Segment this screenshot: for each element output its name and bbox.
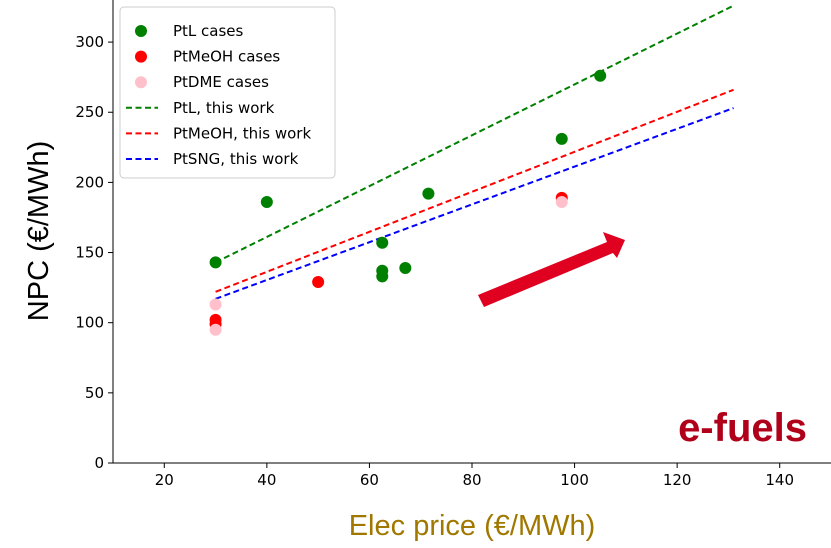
legend-label-ptl-this-work: PtL, this work bbox=[173, 99, 275, 117]
x-tick-label: 20 bbox=[155, 471, 174, 489]
y-tick-label: 50 bbox=[85, 384, 104, 402]
point-ptl-cases bbox=[209, 256, 222, 269]
x-tick-label: 40 bbox=[257, 471, 276, 489]
y-axis-label: NPC (€/MWh) bbox=[23, 141, 55, 321]
legend-label-ptdme-cases: PtDME cases bbox=[173, 73, 269, 91]
y-tick-label: 250 bbox=[75, 103, 104, 121]
trend-arrow bbox=[478, 232, 625, 307]
line-ptmeoh-this-work bbox=[215, 88, 734, 293]
y-tick-label: 100 bbox=[75, 314, 104, 332]
y-tick-label: 0 bbox=[94, 454, 104, 472]
legend-box bbox=[119, 6, 336, 179]
point-ptdme-cases bbox=[209, 298, 222, 311]
point-ptl-cases bbox=[399, 261, 412, 274]
point-ptmeoh-cases bbox=[312, 276, 325, 289]
point-ptl-cases bbox=[376, 270, 389, 283]
x-tick-label: 100 bbox=[560, 471, 589, 489]
series-lines bbox=[215, 4, 735, 300]
x-tick-label: 140 bbox=[765, 471, 794, 489]
axes: 20 40 60 80 100 120 140 0 50 100 150 200 250 300 bbox=[75, 0, 831, 489]
line-ptl-this-work bbox=[215, 4, 735, 264]
line-ptsng-this-work bbox=[215, 107, 734, 300]
point-ptdme-cases bbox=[209, 323, 222, 336]
point-ptl-cases bbox=[376, 236, 389, 249]
legend-label-ptmeoh-cases: PtMeOH cases bbox=[173, 48, 280, 66]
point-ptl-cases bbox=[422, 187, 435, 200]
point-ptl-cases bbox=[260, 196, 273, 209]
legend-marker-ptl-cases bbox=[135, 25, 147, 37]
x-axis-label: Elec price (€/MWh) bbox=[349, 510, 596, 542]
x-tick-label: 80 bbox=[462, 471, 481, 489]
annotation-e-fuels: e-fuels bbox=[678, 406, 807, 450]
y-tick-label: 300 bbox=[75, 33, 104, 51]
legend: PtL cases PtMeOH cases PtDME cases PtL, thi… bbox=[119, 6, 336, 179]
point-ptl-cases bbox=[555, 132, 568, 145]
legend-marker-ptmeoh-cases bbox=[135, 50, 147, 63]
legend-label-ptsng-this-work: PtSNG, this work bbox=[173, 150, 299, 168]
x-tick-label: 120 bbox=[663, 471, 692, 489]
series-points bbox=[209, 69, 607, 336]
y-tick-label: 200 bbox=[75, 173, 104, 191]
trend-arrow-shape bbox=[478, 232, 625, 307]
legend-marker-ptdme-cases bbox=[135, 76, 147, 89]
x-tick-label: 60 bbox=[360, 471, 379, 489]
point-ptdme-cases bbox=[555, 196, 568, 209]
legend-label-ptmeoh-this-work: PtMeOH, this work bbox=[173, 124, 311, 142]
y-tick-label: 150 bbox=[75, 244, 104, 262]
legend-label-ptl-cases: PtL cases bbox=[173, 22, 244, 40]
point-ptl-cases bbox=[594, 69, 607, 82]
